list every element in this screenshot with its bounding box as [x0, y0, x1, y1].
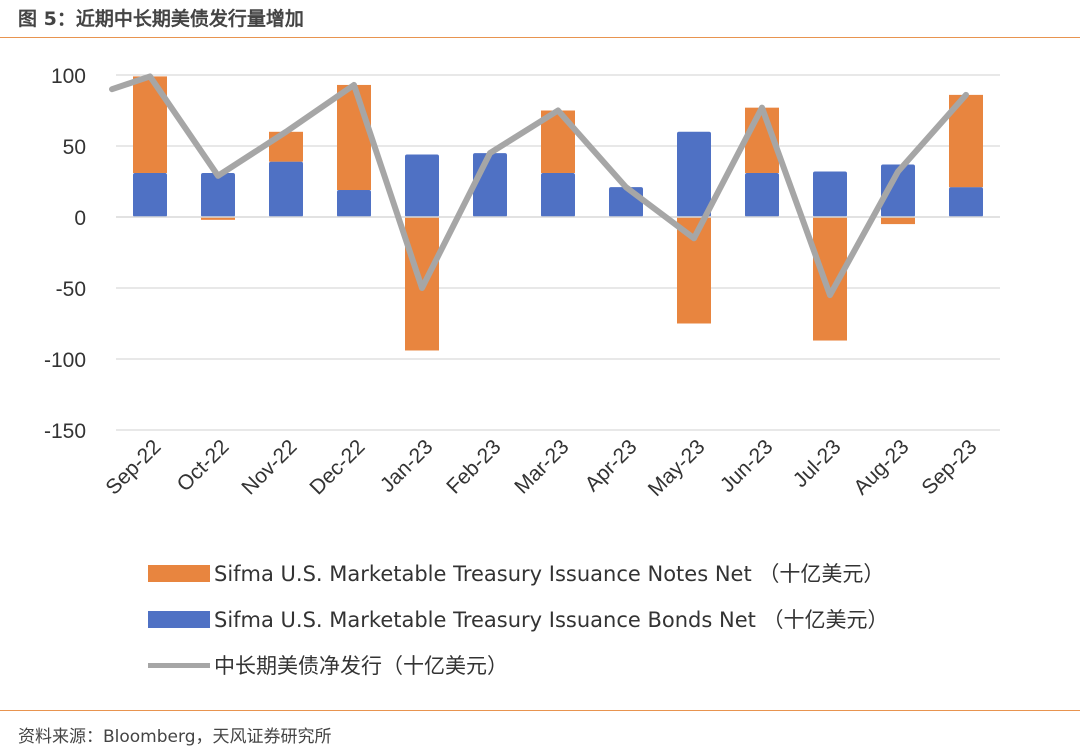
legend-item-notes: Sifma U.S. Marketable Treasury Issuance … — [148, 550, 889, 596]
x-tick-label: Oct-22 — [173, 435, 234, 496]
legend-item-net: 中长期美债净发行（十亿美元） — [148, 642, 889, 688]
bar-bonds — [813, 171, 847, 217]
x-axis-ticks: Sep-22 Oct-22 Nov-22 Dec-22 Jan-23 Feb-23 Mar-… — [101, 435, 981, 501]
legend-swatch-notes — [148, 564, 210, 582]
x-tick-label: Dec-22 — [305, 435, 369, 499]
bar-notes — [881, 217, 915, 225]
y-tick-label: -100 — [44, 349, 86, 372]
bar-bonds — [337, 190, 371, 217]
bar-bonds — [473, 153, 507, 217]
bar-bonds — [881, 164, 915, 217]
bar-bonds — [405, 154, 439, 217]
bar-bonds — [201, 172, 235, 217]
title-rule — [0, 37, 1080, 38]
chart: 100 50 0 -50 -100 -150 Sep-22 Oct-22 Nov-22 Dec-… — [44, 65, 1000, 501]
figure-title: 图 5：近期中长期美债发行量增加 — [18, 8, 304, 30]
legend-item-bonds: Sifma U.S. Marketable Treasury Issuance … — [148, 596, 889, 642]
x-tick-label: Mar-23 — [510, 435, 573, 498]
x-tick-label: Jun-23 — [716, 435, 778, 497]
bar-bonds — [949, 187, 983, 217]
bars — [133, 76, 983, 351]
x-tick-label: May-23 — [644, 435, 710, 501]
legend-label-net: 中长期美债净发行（十亿美元） — [214, 654, 508, 678]
net-issuance-polyline — [109, 73, 969, 299]
x-tick-label: Sep-22 — [101, 435, 165, 499]
net-issuance-line — [109, 73, 969, 299]
bar-bonds — [269, 161, 303, 217]
bar-notes — [201, 217, 235, 220]
legend-swatch-bonds — [148, 610, 210, 628]
x-tick-label: Aug-23 — [849, 435, 913, 499]
footer-rule — [0, 710, 1080, 711]
source-note: 资料来源：Bloomberg，天风证券研究所 — [18, 727, 332, 747]
legend-swatch-net — [148, 662, 210, 668]
bar-bonds — [133, 172, 167, 217]
bar-bonds — [745, 172, 779, 217]
bar-bonds — [609, 187, 643, 217]
legend: Sifma U.S. Marketable Treasury Issuance … — [148, 550, 889, 688]
bar-notes — [337, 84, 371, 191]
y-tick-label: -50 — [56, 278, 86, 301]
y-axis-ticks: 100 50 0 -50 -100 -150 — [44, 65, 86, 443]
x-tick-label: Sep-23 — [917, 435, 981, 499]
x-tick-label: Apr-23 — [581, 435, 642, 496]
bar-bonds — [677, 131, 711, 217]
y-tick-label: -150 — [44, 420, 86, 443]
x-tick-label: Jul-23 — [789, 435, 846, 492]
y-tick-label: 0 — [74, 207, 86, 230]
x-tick-label: Feb-23 — [442, 435, 505, 498]
bar-bonds — [541, 172, 575, 217]
y-tick-label: 100 — [51, 65, 86, 88]
legend-label-notes: Sifma U.S. Marketable Treasury Issuance … — [214, 562, 885, 586]
legend-label-bonds: Sifma U.S. Marketable Treasury Issuance … — [214, 608, 889, 632]
x-tick-label: Jan-23 — [376, 435, 438, 497]
x-tick-label: Nov-22 — [237, 435, 301, 499]
y-tick-label: 50 — [63, 136, 86, 159]
